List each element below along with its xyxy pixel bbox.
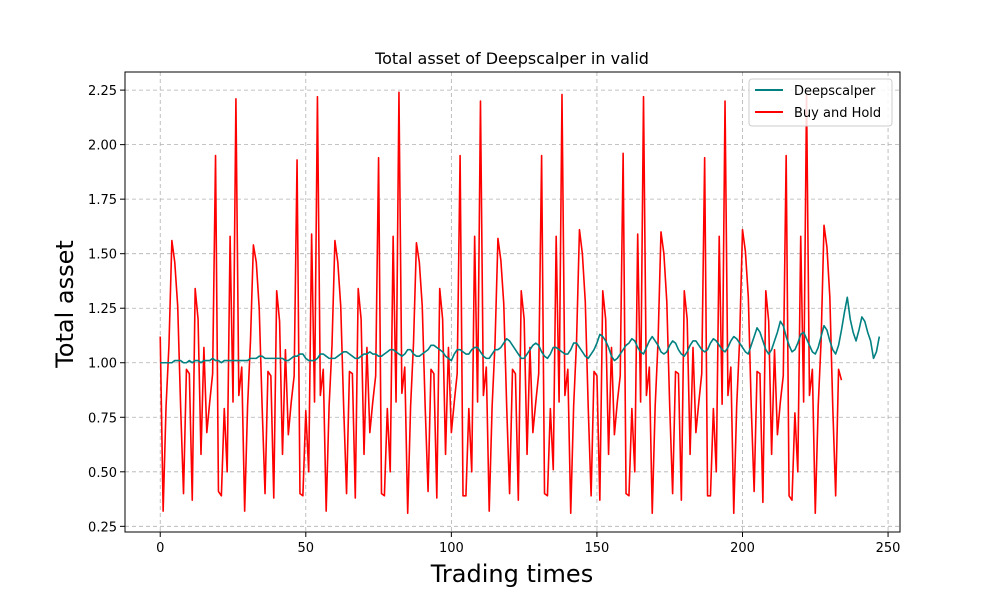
y-tick-label: 0.75 [88,411,117,426]
y-tick-label: 2.25 [88,84,117,99]
x-axis-label: Trading times [430,560,593,588]
x-tick-label: 100 [439,541,464,556]
x-tick-label: 50 [298,541,315,556]
x-tick-label: 0 [156,541,164,556]
series-line-deepscalper [160,296,881,364]
x-tick-label: 150 [585,541,610,556]
y-tick-label: 1.50 [88,248,117,263]
x-tick-label: 250 [876,541,901,556]
series-layer [159,91,881,515]
y-tick-label: 0.50 [88,466,117,481]
chart-title: Total asset of Deepscalper in valid [374,49,649,68]
legend-box [748,78,893,127]
x-axis: 0 50 100 150 200 250 [156,532,900,556]
x-tick-label: 200 [730,541,755,556]
legend: Deepscalper Buy and Hold [748,78,893,127]
y-axis: 0.25 0.50 0.75 1.00 1.25 1.50 1.75 2.00 2.25 [88,84,125,535]
plot-area [125,72,900,532]
y-axis-label: Total asset [51,240,79,369]
series-line-buy-and-hold [159,91,843,515]
legend-label-deepscalper: Deepscalper [794,84,876,99]
y-tick-label: 1.25 [88,302,117,317]
y-tick-label: 0.25 [88,520,117,535]
y-tick-label: 2.00 [88,139,117,154]
y-tick-label: 1.75 [88,193,117,208]
plot-frame [124,71,901,533]
legend-label-buy-and-hold: Buy and Hold [794,106,881,121]
y-tick-label: 1.00 [88,357,117,372]
